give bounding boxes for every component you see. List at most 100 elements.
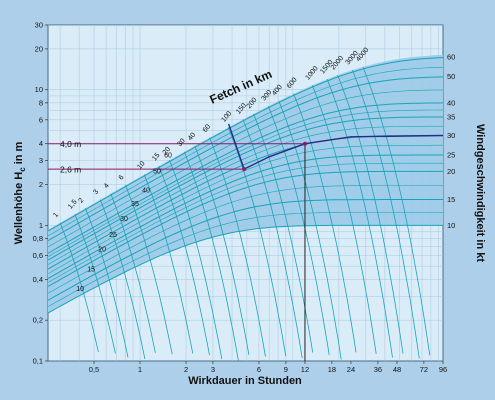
wind-label-left: 10 [76, 286, 84, 293]
fetch-label: 1 [52, 211, 60, 219]
fetch-label: 60 [202, 123, 212, 134]
y-tick-label: 0,2 [33, 316, 43, 325]
x-tick-label: 6 [257, 365, 261, 374]
wind-curve-minor [48, 109, 443, 257]
fetch-line-150 [242, 119, 303, 359]
wind-curve-20 [48, 170, 443, 287]
fetch-line-15 [158, 165, 210, 356]
wind-curve-40 [48, 102, 443, 254]
fetch-line-1.5 [74, 214, 116, 354]
y-tick-label: 3 [39, 156, 43, 165]
fetch-line-100 [227, 127, 287, 357]
y-tick-label: 0,4 [33, 275, 43, 284]
wind-label-left: 25 [109, 232, 117, 239]
y-tick-label: 0,6 [33, 251, 43, 260]
y-tick-label: 8 [39, 98, 43, 107]
y-tick-label: 0,1 [33, 357, 43, 366]
x-tick-label: 18 [328, 365, 336, 374]
wind-label-left: 15 [87, 267, 95, 274]
wind-curve-15 [48, 199, 443, 301]
fetch-label: 2 [78, 197, 86, 205]
wind-label-right: 10 [447, 221, 455, 230]
fetch-line-1500 [326, 78, 393, 358]
wind-curve-minor [48, 125, 443, 265]
x-axis-label: Wirkdauer in Stunden [188, 375, 302, 387]
wind-curve-60 [48, 57, 443, 232]
wind-curve-minor [48, 185, 443, 294]
wind-label-left: 20 [98, 246, 106, 253]
y-tick-label: 30 [35, 21, 43, 30]
wind-label-left: 30 [120, 216, 128, 223]
fetch-line-4 [110, 193, 156, 353]
fetch-line-60 [209, 137, 266, 357]
wind-curve-minor [48, 162, 443, 283]
y-axis-label-right: Windgeschwindigkeit in kt [474, 124, 486, 262]
fetch-line-4000 [362, 66, 431, 356]
wind-label-left: 50 [153, 169, 161, 176]
x-tick-label: 12 [301, 365, 309, 374]
x-tick-label: 96 [439, 365, 447, 374]
wind-label-right: 20 [447, 167, 455, 176]
wind-label-right: 30 [447, 131, 455, 140]
fetch-label: 40 [187, 132, 197, 143]
wind-curve-10 [48, 224, 443, 314]
fetch-label: 1,5 [67, 199, 79, 211]
fetch-line-600 [293, 93, 357, 353]
fetch-line-3000 [352, 69, 420, 359]
example-point [242, 167, 247, 172]
fetch-line-1 [59, 222, 99, 353]
y-axis-label-left: Wellenhöhe Hc in m [13, 141, 27, 244]
x-tick-label: 24 [347, 365, 355, 374]
wind-label-left: 40 [142, 188, 150, 195]
x-tick-label: 9 [284, 365, 288, 374]
fetch-line-2000 [337, 74, 404, 354]
x-tick-label: 2 [184, 365, 188, 374]
y-tick-label: 0,8 [33, 234, 43, 243]
x-tick-label: 3 [211, 365, 215, 374]
y-tick-label: 1 [39, 221, 43, 230]
wind-curve-50 [48, 76, 443, 242]
fetch-line-2 [85, 208, 129, 358]
x-tick-label: 72 [420, 365, 428, 374]
wind-label-left: 60 [164, 153, 172, 160]
y-tick-label: 6 [39, 115, 43, 124]
annotation-label-0: 4,0 m [60, 139, 81, 149]
y-tick-label: 10 [35, 85, 43, 94]
fetch-label: 15 [151, 152, 161, 163]
fetch-line-30 [183, 151, 239, 361]
wind-label-right: 35 [447, 112, 455, 121]
fetch-label: 20 [162, 146, 172, 157]
annotation-label-1: 2,6 m [60, 165, 81, 175]
x-tick-label: 1 [138, 365, 142, 374]
wind-curve-minor [48, 89, 443, 248]
wind-label-right: 40 [447, 98, 455, 107]
fetch-line-20 [169, 160, 223, 360]
wind-label-right: 15 [447, 195, 455, 204]
fetch-line-1000 [311, 85, 377, 354]
wind-label-right: 60 [447, 52, 455, 61]
fetch-label: 6 [118, 174, 126, 182]
fetch-label: 4 [103, 182, 111, 190]
example-path [227, 123, 444, 171]
wind-label-left: 35 [131, 201, 139, 208]
fetch-label: 10 [136, 160, 146, 171]
wind-curve-minor [48, 212, 443, 307]
wind-label-right: 50 [447, 72, 455, 81]
fetch-line-6 [125, 185, 173, 355]
fetch-label: 30 [176, 138, 186, 149]
fetch-line-10 [143, 174, 194, 354]
fetch-line-200 [253, 113, 314, 353]
x-tick-label: 0,5 [89, 365, 99, 374]
fetch-line-3 [99, 199, 146, 359]
example-point [302, 141, 307, 146]
fetch-label: 3 [92, 188, 100, 196]
y-tick-label: 4 [39, 139, 43, 148]
x-tick-label: 48 [393, 365, 401, 374]
y-tick-label: 20 [35, 44, 43, 53]
wind-label-right: 25 [447, 151, 455, 160]
wind-curve-35 [48, 116, 443, 261]
y-tick-label: 2 [39, 180, 43, 189]
fetch-line-40 [194, 145, 250, 355]
x-tick-label: 36 [374, 365, 382, 374]
